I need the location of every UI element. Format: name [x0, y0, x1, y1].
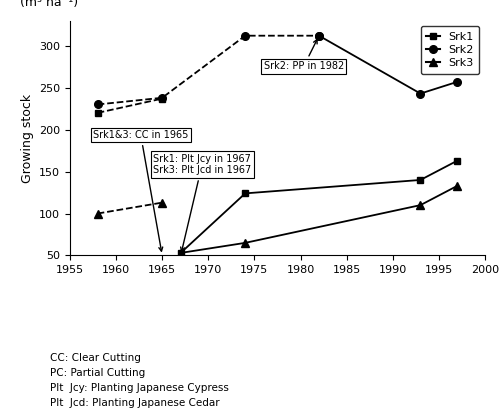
Text: Srk1: Plt Jcy in 1967
Srk3: Plt Jcd in 1967: Srk1: Plt Jcy in 1967 Srk3: Plt Jcd in 1… — [153, 154, 252, 251]
Legend: Srk1, Srk2, Srk3: Srk1, Srk2, Srk3 — [420, 26, 480, 74]
Text: (m³ ha⁻¹): (m³ ha⁻¹) — [20, 0, 78, 9]
Text: Srk2: PP in 1982: Srk2: PP in 1982 — [264, 40, 344, 71]
Text: CC: Clear Cutting
PC: Partial Cutting
Plt  Jcy: Planting Japanese Cypress
Plt  J: CC: Clear Cutting PC: Partial Cutting Pl… — [50, 353, 229, 408]
Y-axis label: Growing stock: Growing stock — [20, 94, 34, 183]
Text: Srk1&3: CC in 1965: Srk1&3: CC in 1965 — [93, 130, 188, 251]
